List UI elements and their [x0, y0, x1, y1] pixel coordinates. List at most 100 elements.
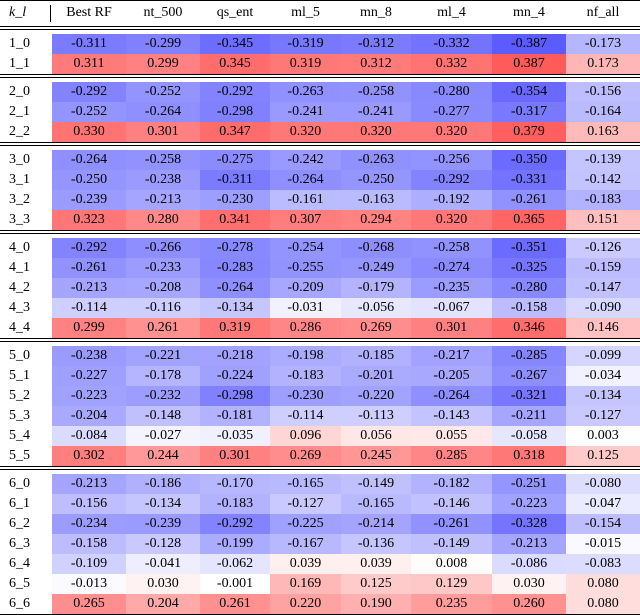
group-rule [0, 338, 640, 339]
row-label: 6_1 [9, 496, 30, 511]
table-cell: -0.233 [126, 258, 200, 278]
table-cell: -0.213 [52, 474, 126, 494]
column-header: mn_4 [513, 5, 545, 20]
table-cell: -0.147 [566, 278, 640, 298]
table-cell: -0.331 [492, 170, 566, 190]
table-cell: -0.149 [341, 474, 411, 494]
table-cell: -0.258 [411, 238, 492, 258]
table-cell: -0.154 [566, 514, 640, 534]
table-cell: 0.220 [270, 594, 341, 614]
table-cell: -0.156 [52, 494, 126, 514]
row-label: 6_2 [9, 516, 30, 531]
table-cell: -0.266 [126, 238, 200, 258]
table-cell: 0.301 [411, 318, 492, 338]
table-cell: -0.292 [200, 82, 270, 102]
table-cell: 0.311 [52, 54, 126, 74]
table-cell: -0.198 [270, 346, 341, 366]
group-rule [0, 145, 640, 146]
table-cell: 0.096 [270, 426, 341, 446]
table-cell: -0.351 [492, 238, 566, 258]
group-rule [0, 466, 640, 467]
column-header: ml_5 [291, 5, 320, 20]
table-cell: -0.261 [411, 514, 492, 534]
table-cell: -0.047 [566, 494, 640, 514]
table-cell: -0.204 [52, 406, 126, 426]
table-cell: 0.056 [341, 426, 411, 446]
table-cell: 0.320 [411, 210, 492, 230]
table-cell: -0.165 [270, 474, 341, 494]
table-cell: 0.261 [200, 594, 270, 614]
table-cell: -0.299 [126, 34, 200, 54]
table-cell: 0.169 [270, 574, 341, 594]
table-cell: 0.320 [341, 122, 411, 142]
table-cell: 0.320 [270, 122, 341, 142]
top-rule [0, 0, 640, 1]
table-cell: -0.277 [411, 102, 492, 122]
group-rule [0, 77, 640, 78]
table-cell: -0.256 [411, 150, 492, 170]
table-cell: 0.387 [492, 54, 566, 74]
table-cell: -0.041 [126, 554, 200, 574]
table-cell: -0.325 [492, 258, 566, 278]
table-cell: -0.181 [200, 406, 270, 426]
table-cell: -0.142 [566, 170, 640, 190]
table-cell: -0.238 [126, 170, 200, 190]
column-header: qs_ent [216, 5, 254, 20]
row-label: 2_0 [9, 84, 30, 99]
column-header: nt_500 [143, 5, 183, 20]
row-label: 2_1 [9, 104, 30, 119]
table-cell: -0.254 [270, 238, 341, 258]
table-cell: 0.302 [52, 446, 126, 466]
table-cell: -0.275 [200, 150, 270, 170]
table-cell: 0.265 [52, 594, 126, 614]
table-cell: 0.129 [411, 574, 492, 594]
table-cell: -0.178 [126, 366, 200, 386]
group-rule [0, 142, 640, 143]
table-cell: -0.192 [411, 190, 492, 210]
table-cell: -0.241 [341, 102, 411, 122]
table-cell: 0.332 [411, 54, 492, 74]
row-label: 4_4 [9, 320, 30, 335]
table-cell: 0.261 [126, 318, 200, 338]
table-cell: -0.186 [126, 474, 200, 494]
table-cell: -0.268 [341, 238, 411, 258]
table-cell: 0.080 [566, 594, 640, 614]
row-label: 1_1 [9, 56, 30, 71]
table-cell: -0.185 [341, 346, 411, 366]
table-cell: -0.090 [566, 298, 640, 318]
table-cell: -0.292 [200, 514, 270, 534]
row-label: 3_1 [9, 172, 30, 187]
table-cell: -0.261 [52, 258, 126, 278]
table-cell: 0.319 [270, 54, 341, 74]
table-cell: 0.125 [341, 574, 411, 594]
group-rule [0, 469, 640, 470]
table-cell: -0.062 [200, 554, 270, 574]
table-cell: 0.125 [566, 446, 640, 466]
table-cell: -0.127 [566, 406, 640, 426]
table-cell: 0.003 [566, 426, 640, 446]
table-cell: -0.255 [270, 258, 341, 278]
table-cell: -0.218 [200, 346, 270, 366]
table-cell: -0.158 [492, 298, 566, 318]
table-cell: -0.251 [492, 474, 566, 494]
header-divider [50, 5, 51, 22]
table-cell: -0.213 [492, 534, 566, 554]
table-cell: 0.286 [270, 318, 341, 338]
group-rule [0, 26, 640, 27]
row-label: 5_5 [9, 448, 30, 463]
table-cell: -0.183 [200, 494, 270, 514]
table-cell: -0.134 [566, 386, 640, 406]
table-cell: 0.285 [411, 446, 492, 466]
table-cell: -0.250 [52, 170, 126, 190]
table-cell: 0.269 [341, 318, 411, 338]
row-label: 4_1 [9, 260, 30, 275]
table-cell: -0.183 [270, 366, 341, 386]
table-cell: 0.030 [492, 574, 566, 594]
table-cell: -0.163 [341, 190, 411, 210]
table-cell: -0.013 [52, 574, 126, 594]
table-cell: 0.080 [566, 574, 640, 594]
table-cell: -0.252 [126, 82, 200, 102]
row-label: 4_2 [9, 280, 30, 295]
table-cell: -0.321 [492, 386, 566, 406]
